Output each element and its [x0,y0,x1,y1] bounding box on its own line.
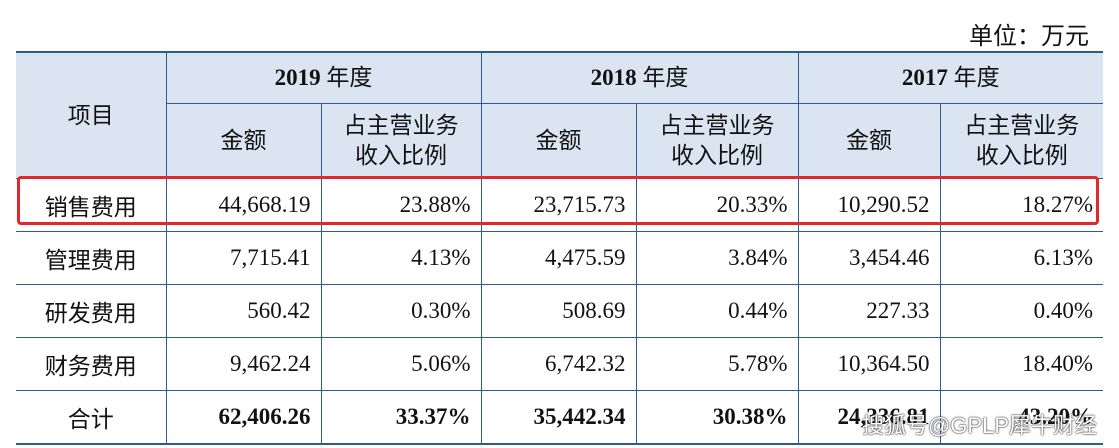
amount-cell: 227.33 [797,284,940,338]
row-label: 财务费用 [16,337,166,391]
year-header-2017: 2017 年度 [797,51,1103,104]
amount-cell: 10,290.52 [797,178,940,232]
ratio-cell: 0.30% [320,284,481,338]
ratio-cell: 0.44% [635,284,798,338]
ratio-header: 占主营业务 收入比例 [939,103,1103,179]
amount-cell: 10,364.50 [797,337,940,391]
ratio-cell: 18.27% [939,178,1103,232]
table-body: 销售费用 44,668.19 23.88% 23,715.73 20.33% 10,290… [16,178,1103,445]
amount-cell: 3,454.46 [797,231,940,285]
amount-header: 金额 [480,103,636,179]
year-header-2019: 2019 年度 [165,51,481,104]
total-row: 合计 62,406.26 33.37% 35,442.34 30.38% 24,336.8… [16,390,1103,445]
year-header-2018: 2018 年度 [480,51,798,104]
watermark: 搜狐号@GPLP犀牛财经 [861,413,1097,438]
ratio-cell: 3.84% [635,231,798,285]
row-label: 管理费用 [16,231,166,285]
ratio-cell: 6.13% [939,231,1103,285]
table-row: 研发费用 560.42 0.30% 508.69 0.44% 227.33 0.40% [16,284,1103,338]
ratio-header: 占主营业务 收入比例 [320,103,481,179]
ratio-cell: 33.37% [320,390,481,445]
amount-cell: 4,475.59 [480,231,636,285]
amount-cell: 24,336.81 [797,390,940,445]
ratio-cell: 18.40% [939,337,1103,391]
ratio-cell: 0.40% [939,284,1103,338]
amount-cell: 9,462.24 [165,337,321,391]
unit-label: 单位：万元 [969,24,1089,50]
amount-cell: 44,668.19 [165,178,321,232]
table-row: 管理费用 7,715.41 4.13% 4,475.59 3.84% 3,454.46 6.… [16,231,1103,285]
ratio-cell: 30.38% [635,390,798,445]
ratio-cell: 5.06% [320,337,481,391]
ratio-cell: 4.13% [320,231,481,285]
amount-cell: 23,715.73 [480,178,636,232]
ratio-cell: 43.20% [939,390,1103,445]
amount-header: 金额 [165,103,321,179]
item-header: 项目 [16,51,166,179]
row-label: 研发费用 [16,284,166,338]
amount-cell: 6,742.32 [480,337,636,391]
row-label: 合计 [16,390,166,445]
amount-header: 金额 [797,103,940,179]
ratio-cell: 20.33% [635,178,798,232]
table-row: 销售费用 44,668.19 23.88% 23,715.73 20.33% 10,290… [16,178,1103,232]
amount-cell: 508.69 [480,284,636,338]
amount-cell: 7,715.41 [165,231,321,285]
ratio-cell: 5.78% [635,337,798,391]
ratio-cell: 23.88% [320,178,481,232]
amount-cell: 560.42 [165,284,321,338]
amount-cell: 62,406.26 [165,390,321,445]
row-label: 销售费用 [16,178,166,232]
ratio-header: 占主营业务 收入比例 [635,103,798,179]
table-row: 财务费用 9,462.24 5.06% 6,742.32 5.78% 10,364.50 1… [16,337,1103,391]
expense-table: 项目 2019 年度 2018 年度 2017 年度 金额 占主营业务 收入比例 … [16,51,1103,445]
amount-cell: 35,442.34 [480,390,636,445]
